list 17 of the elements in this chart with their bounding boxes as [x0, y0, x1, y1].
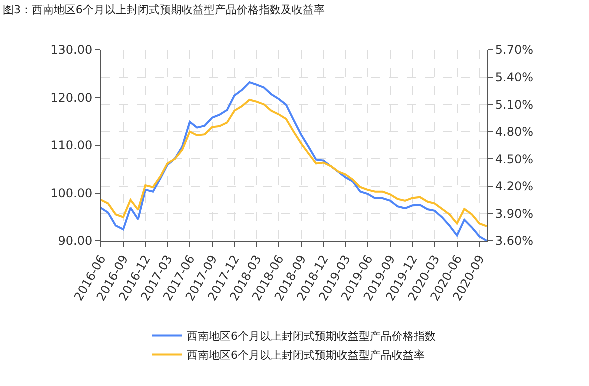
- y2-tick-label: 4.20%: [495, 180, 534, 194]
- y-tick-label: 110.00: [50, 138, 93, 153]
- legend-label: 西南地区6个月以上封闭式预期收益型产品收益率: [187, 349, 425, 362]
- y2-tick-label: 4.50%: [495, 152, 534, 166]
- legend-label: 西南地区6个月以上封闭式预期收益型产品价格指数: [187, 330, 436, 344]
- y-tick-label: 100.00: [50, 186, 93, 200]
- y2-tick-label: 5.10%: [495, 98, 534, 112]
- y2-tick-label: 5.40%: [495, 70, 534, 84]
- y2-tick-label: 3.90%: [495, 206, 534, 221]
- y-tick-label: 130.00: [50, 43, 93, 58]
- line-series: [101, 99, 487, 228]
- y2-tick-label: 3.60%: [495, 234, 534, 248]
- y-tick-label: 120.00: [50, 90, 93, 105]
- y2-tick-label: 4.80%: [495, 125, 534, 140]
- y2-tick-label: 5.70%: [495, 43, 534, 58]
- y-tick-label: 90.00: [58, 234, 93, 248]
- chart-title: 图3：西南地区6个月以上封闭式预期收益型产品价格指数及收益率: [2, 3, 325, 16]
